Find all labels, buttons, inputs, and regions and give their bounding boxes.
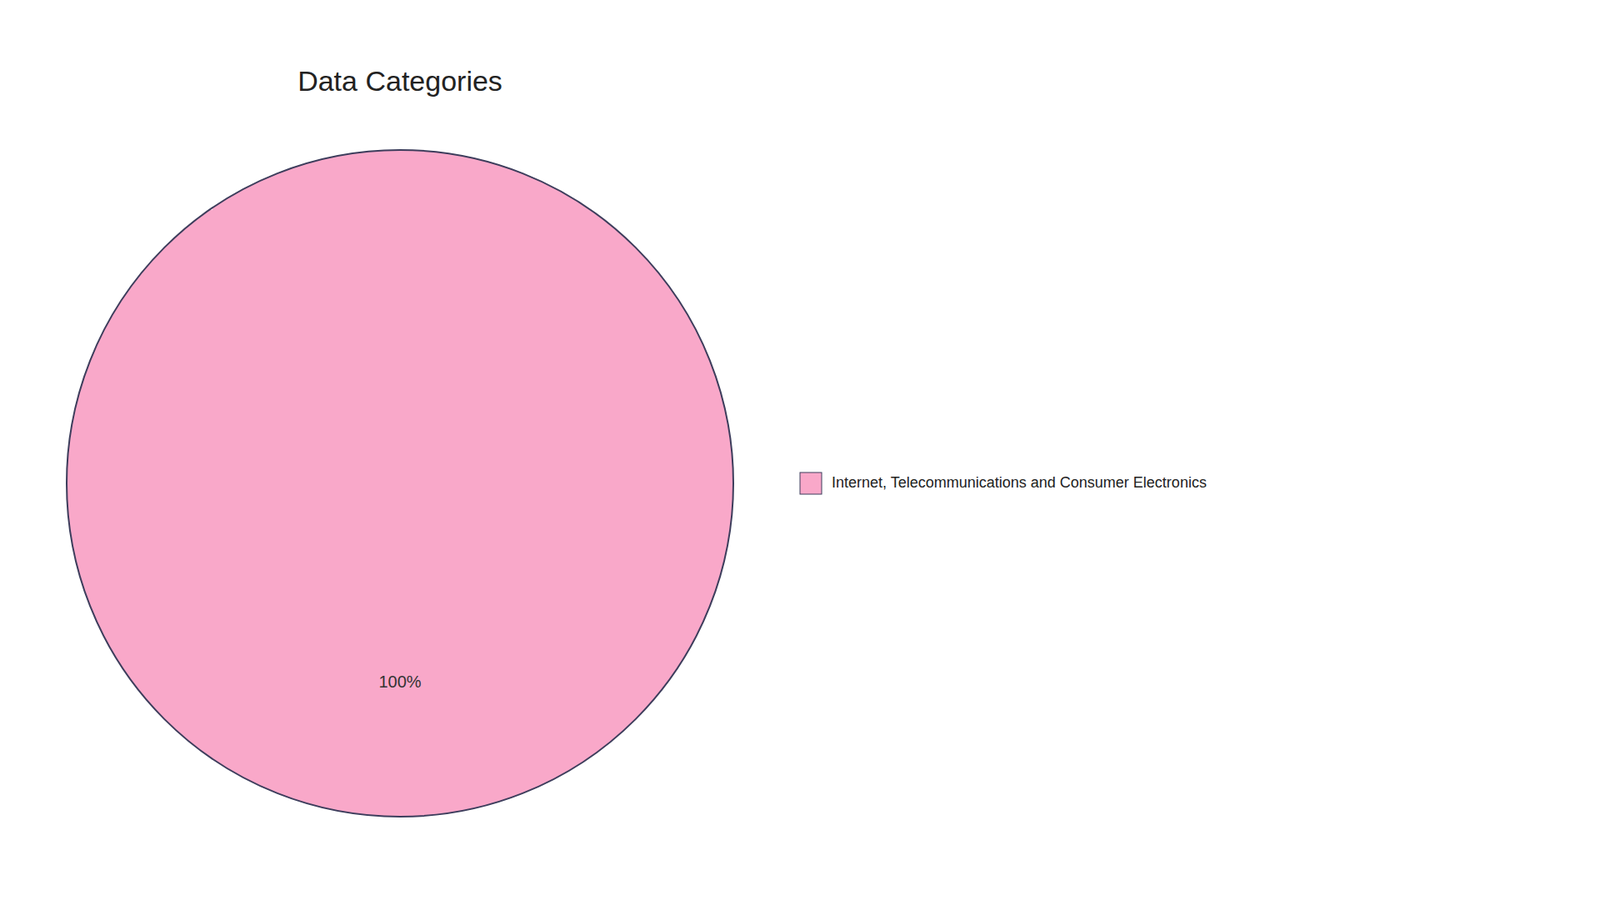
pie	[66, 150, 734, 817]
legend: Internet, Telecommunications and Consume…	[800, 472, 1207, 495]
data-label: 100%	[378, 672, 421, 691]
background	[0, 0, 1600, 900]
data-labels: 100%	[378, 672, 421, 691]
title: Data Categories	[297, 65, 503, 97]
legend-entry: Internet, Telecommunications and Consume…	[831, 474, 1207, 491]
legend-swatch	[800, 472, 822, 495]
pie-slice	[66, 150, 734, 817]
chart-container: Data Categories 100% Internet, Telecommuni…	[0, 0, 1600, 900]
chart-svg: Data Categories 100% Internet, Telecommuni…	[0, 0, 1600, 900]
